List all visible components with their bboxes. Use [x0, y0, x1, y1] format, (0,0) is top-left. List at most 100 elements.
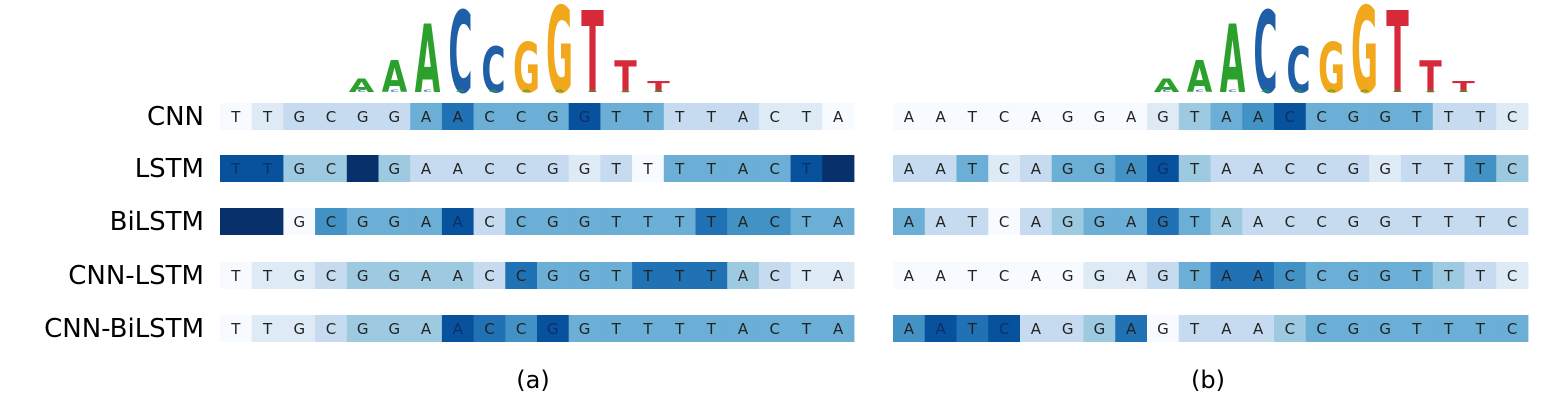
- base-letter: G: [1062, 108, 1074, 126]
- attention-cell: [758, 208, 791, 235]
- base-letter: A: [833, 320, 844, 338]
- attention-cell: [315, 103, 348, 130]
- base-letter: G: [1379, 213, 1391, 231]
- base-letter: G: [1157, 108, 1169, 126]
- base-letter: G: [389, 108, 401, 126]
- logo-letter-a: A: [1154, 75, 1180, 97]
- logo-letter-a: A: [1220, 5, 1246, 114]
- attention-cell: [1083, 208, 1116, 235]
- base-letter: T: [262, 160, 273, 178]
- base-letter: A: [833, 160, 844, 178]
- base-letter: A: [453, 267, 464, 285]
- attention-cell: [1115, 315, 1148, 342]
- logo-letter-minor: A: [456, 89, 466, 93]
- panel-b: AC AC AC CA CA GA GA TA TA TAA A T C A G G A G T A A C C G G T T T C…: [893, 0, 1529, 394]
- attention-cell: [893, 262, 926, 289]
- attention-cell: [1115, 262, 1148, 289]
- attention-cell: [537, 103, 570, 130]
- attention-cell: [988, 208, 1021, 235]
- base-letter: G: [357, 267, 369, 285]
- base-letter: G: [1094, 108, 1106, 126]
- attention-cell: [537, 155, 570, 182]
- base-letter: A: [935, 267, 946, 285]
- base-letter: T: [706, 320, 717, 338]
- attention-cell: [220, 155, 253, 182]
- base-letter: T: [611, 320, 622, 338]
- base-letter: G: [547, 213, 559, 231]
- base-letter: A: [935, 320, 946, 338]
- logo-letter-minor: A: [1294, 89, 1304, 93]
- attention-cell: [1464, 315, 1497, 342]
- attention-cell: [924, 155, 957, 182]
- attention-cell: [663, 208, 696, 235]
- base-letter: T: [801, 320, 812, 338]
- attention-cell: [1305, 103, 1338, 130]
- base-letter: C: [1316, 160, 1326, 178]
- attention-cell: [632, 208, 665, 235]
- attention-cell: [632, 262, 665, 289]
- attention-cell: [1401, 103, 1434, 130]
- attention-cell: [1147, 315, 1180, 342]
- attention-cell: [473, 208, 506, 235]
- base-letter: C: [1507, 320, 1517, 338]
- base-letter: T: [230, 213, 241, 231]
- base-letter: T: [674, 320, 685, 338]
- base-letter: A: [1126, 108, 1137, 126]
- base-letter: C: [999, 160, 1009, 178]
- attention-cell: [758, 155, 791, 182]
- model-labels: CNN LSTM BiLSTM CNN-LSTM CNN-BiLSTM: [44, 102, 204, 344]
- base-letter: C: [770, 108, 780, 126]
- attention-cell: [505, 155, 538, 182]
- attention-cell: [1242, 155, 1275, 182]
- attention-cell: [473, 315, 506, 342]
- base-letter: T: [1189, 108, 1200, 126]
- attention-cell: [220, 262, 253, 289]
- attention-cell: [1274, 103, 1307, 130]
- base-letter: T: [674, 108, 685, 126]
- base-letter: A: [1253, 108, 1264, 126]
- motif-logo: AC AC AC CA CA GA GA TA TA TA: [1154, 0, 1476, 121]
- attention-cell: [956, 208, 989, 235]
- attention-cell: [600, 315, 633, 342]
- attention-cell: [695, 262, 728, 289]
- base-letter: A: [1031, 160, 1042, 178]
- logo-letter-g: G: [513, 28, 540, 108]
- panel-a: AC AC AC CA CA GA GA TA TA TAT T G C G G A A C C G G T T T T A C T A…: [220, 0, 855, 394]
- attention-cell: [956, 262, 989, 289]
- base-letter: T: [1411, 108, 1422, 126]
- attention-cell: [1147, 103, 1180, 130]
- attention-cell: [568, 315, 601, 342]
- base-letter: A: [1031, 213, 1042, 231]
- attention-cell: [537, 315, 570, 342]
- base-letter: C: [999, 320, 1009, 338]
- base-letter: C: [326, 213, 336, 231]
- attention-cell: [663, 103, 696, 130]
- base-letter: T: [1411, 267, 1422, 285]
- attention-cell: [1178, 208, 1211, 235]
- logo-letter-g: G: [1351, 0, 1378, 121]
- attention-cell: [1401, 155, 1434, 182]
- attention-cell: [505, 262, 538, 289]
- logo-letter-a: A: [415, 5, 441, 114]
- attention-cell: [410, 103, 443, 130]
- logo-letter-minor: A: [1360, 89, 1370, 93]
- base-letter: G: [547, 160, 559, 178]
- base-letter: A: [453, 108, 464, 126]
- attention-cell: [441, 208, 474, 235]
- base-letter: T: [1475, 160, 1486, 178]
- logo-letter-minor: A: [522, 89, 532, 93]
- attention-cell: [315, 208, 348, 235]
- base-letter: G: [1062, 213, 1074, 231]
- attention-cell: [632, 315, 665, 342]
- attention-cell: [346, 155, 379, 182]
- attention-cell: [251, 315, 284, 342]
- attention-cell: [988, 315, 1021, 342]
- base-letter: T: [262, 267, 273, 285]
- base-letter: A: [453, 213, 464, 231]
- attention-cell: [924, 103, 957, 130]
- attention-cell: [695, 315, 728, 342]
- attention-cell: [1083, 103, 1116, 130]
